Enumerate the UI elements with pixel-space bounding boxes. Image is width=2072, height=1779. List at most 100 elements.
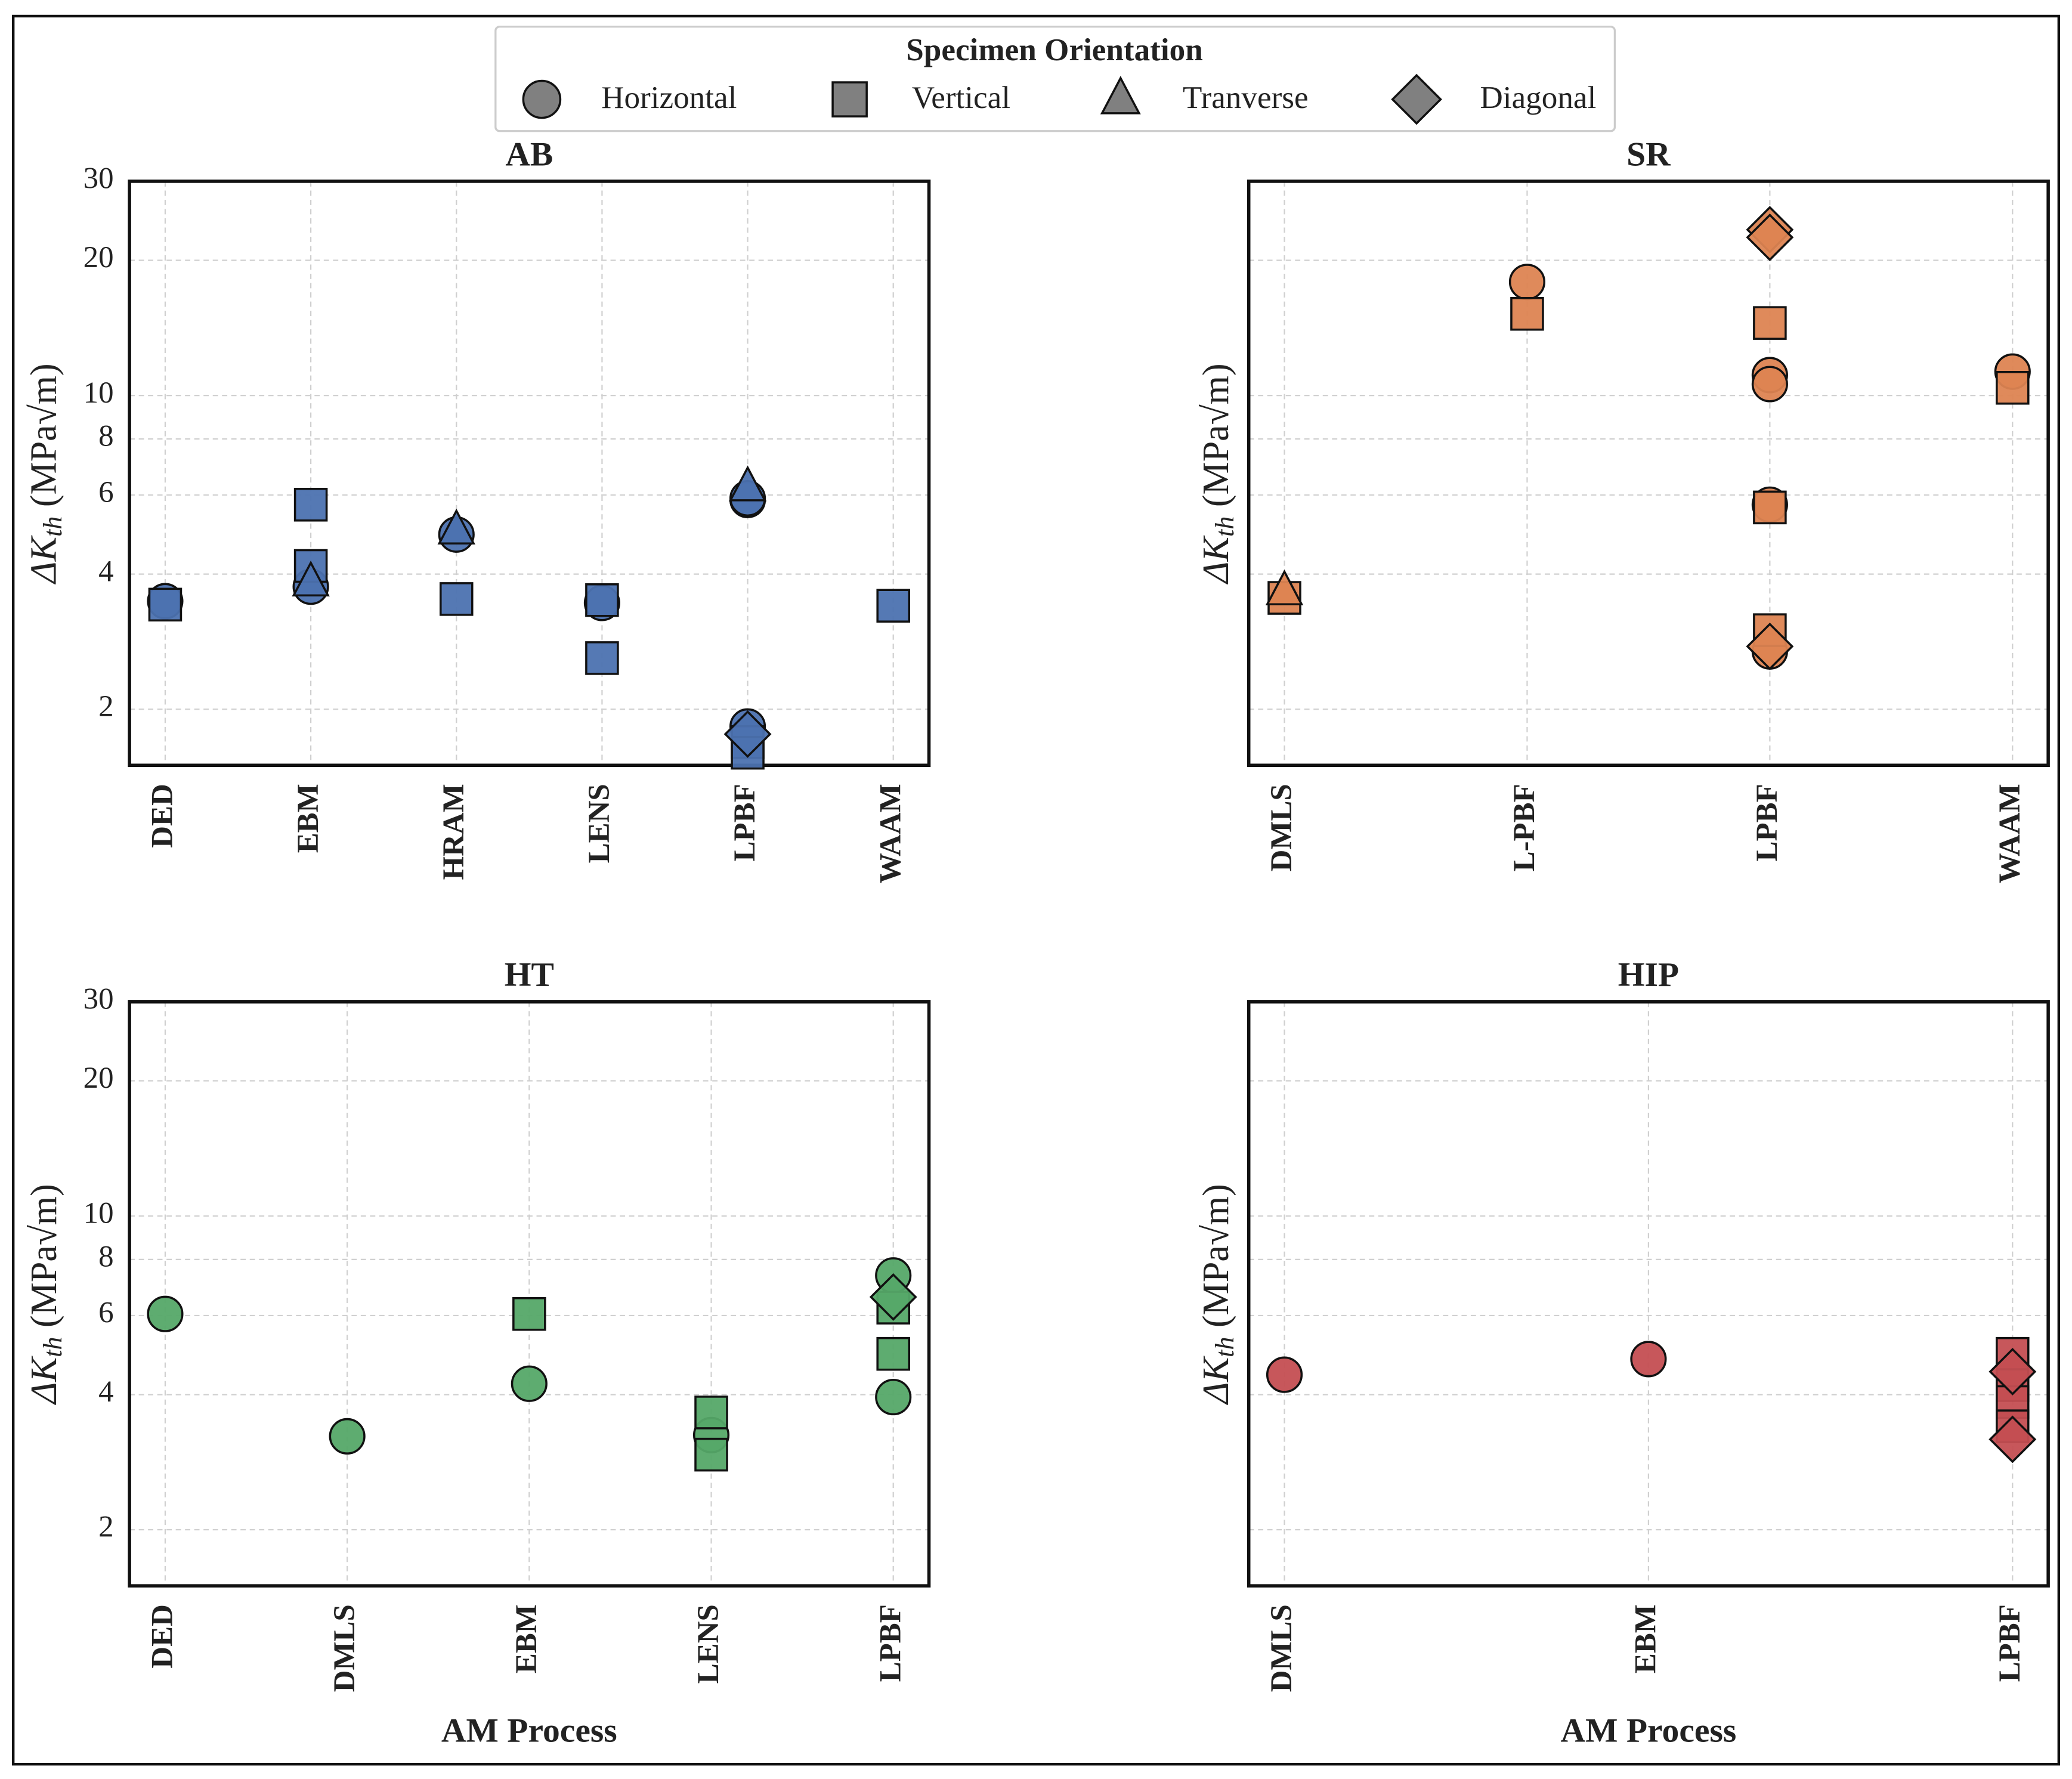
y-axis-label: ΔKth (MPa√m) (1196, 363, 1239, 584)
x-tick-label: EBM (1629, 1604, 1663, 1673)
marker-square (876, 589, 910, 623)
marker-diamond (723, 710, 772, 758)
legend-label: Tranverse (1183, 80, 1309, 115)
figure-border (11, 14, 2061, 1766)
marker-square (1996, 370, 2030, 405)
x-tick-label: LPBF (728, 784, 762, 861)
legend-label: Horizontal (601, 80, 737, 115)
y-label-unit: (MPa√m) (24, 1184, 64, 1336)
y-label-subscript: th (38, 516, 67, 537)
plot-frame (128, 1000, 931, 1588)
x-tick-label: WAAM (1993, 784, 2027, 883)
marker-square (876, 1336, 910, 1371)
x-tick-label: WAAM (874, 784, 907, 883)
chart-title: HT (505, 956, 554, 994)
marker-square (1753, 490, 1787, 525)
y-label-subscript: th (1210, 1336, 1239, 1357)
legend-marker (831, 81, 868, 117)
x-tick-label: L-PBF (1508, 784, 1541, 871)
x-tick-label: DMLS (1265, 1604, 1298, 1692)
x-axis-label: AM Process (441, 1712, 617, 1749)
y-label-unit: (MPa√m) (24, 363, 64, 516)
y-tick-label: 20 (84, 241, 114, 274)
marker-square (148, 587, 183, 622)
y-tick-label: 8 (98, 420, 113, 453)
marker-diamond (869, 1273, 917, 1321)
x-tick-label: LPBF (874, 1604, 907, 1682)
x-tick-label: EBM (292, 784, 325, 853)
marker-square (585, 583, 619, 617)
y-tick-label: 8 (98, 1240, 113, 1274)
x-tick-label: DMLS (1265, 784, 1298, 871)
y-tick-label: 4 (98, 1375, 113, 1409)
marker-diamond (1746, 622, 1794, 670)
y-tick-label: 6 (98, 476, 113, 509)
legend-marker (1391, 73, 1442, 125)
plot-frame (1247, 1000, 2050, 1588)
y-label-symbol: ΔK (24, 1355, 64, 1405)
marker-diamond (1988, 1415, 2037, 1464)
y-label-subscript: th (1210, 516, 1239, 537)
chart-title: SR (1626, 135, 1671, 173)
y-tick-label: 20 (84, 1062, 114, 1095)
y-axis-label: ΔKth (MPa√m) (24, 1184, 67, 1405)
plot-frame (1247, 180, 2050, 768)
x-axis-label: AM Process (1561, 1712, 1737, 1749)
legend-marker (522, 79, 562, 119)
marker-circle (147, 1295, 184, 1332)
y-label-unit: (MPa√m) (1196, 1184, 1236, 1336)
y-label-symbol: ΔK (1196, 534, 1236, 584)
y-tick-label: 2 (98, 1511, 113, 1544)
legend-marker (1100, 76, 1141, 115)
marker-diamond (1746, 214, 1794, 261)
y-tick-label: 6 (98, 1297, 113, 1330)
legend-label: Diagonal (1480, 80, 1596, 115)
marker-circle (1508, 264, 1546, 301)
y-tick-label: 10 (84, 1197, 114, 1230)
y-tick-label: 30 (84, 162, 114, 196)
marker-square (694, 1396, 728, 1430)
marker-circle (875, 1379, 912, 1416)
x-tick-label: LENS (692, 1604, 725, 1684)
marker-triangle (437, 508, 475, 545)
x-tick-label: LENS (583, 784, 616, 863)
x-tick-label: DED (146, 784, 180, 848)
legend-label: Vertical (912, 80, 1010, 115)
legend-box (494, 26, 1616, 132)
marker-square (1753, 306, 1787, 340)
marker-square (585, 641, 619, 675)
marker-square (694, 1437, 728, 1472)
chart-title: AB (505, 135, 553, 173)
marker-triangle (292, 560, 330, 597)
y-label-symbol: ΔK (1196, 1355, 1236, 1405)
x-tick-label: HRAM (437, 784, 471, 880)
marker-square (439, 582, 474, 616)
y-label-unit: (MPa√m) (1196, 363, 1236, 516)
x-tick-label: EBM (510, 1604, 543, 1673)
plot-frame (128, 180, 931, 768)
y-tick-label: 2 (98, 690, 113, 723)
marker-square (1510, 296, 1544, 331)
marker-diamond (1988, 1348, 2037, 1396)
x-tick-label: DED (146, 1604, 180, 1669)
marker-circle (1751, 366, 1788, 403)
x-tick-label: LPBF (1993, 1604, 2027, 1682)
y-label-symbol: ΔK (24, 534, 64, 584)
x-tick-label: DMLS (328, 1604, 361, 1692)
marker-circle (511, 1365, 548, 1402)
y-tick-label: 30 (84, 983, 114, 1016)
legend-title: Specimen Orientation (906, 32, 1203, 67)
chart-title: HIP (1618, 956, 1679, 994)
y-tick-label: 4 (98, 555, 113, 588)
marker-circle (1266, 1356, 1303, 1393)
y-tick-label: 10 (84, 376, 114, 410)
y-label-subscript: th (38, 1336, 67, 1357)
marker-triangle (1265, 569, 1304, 606)
marker-square (512, 1297, 546, 1331)
y-axis-label: ΔKth (MPa√m) (24, 363, 67, 584)
x-tick-label: LPBF (1751, 784, 1784, 861)
marker-circle (1630, 1341, 1667, 1378)
marker-square (293, 487, 328, 522)
marker-circle (329, 1418, 366, 1455)
